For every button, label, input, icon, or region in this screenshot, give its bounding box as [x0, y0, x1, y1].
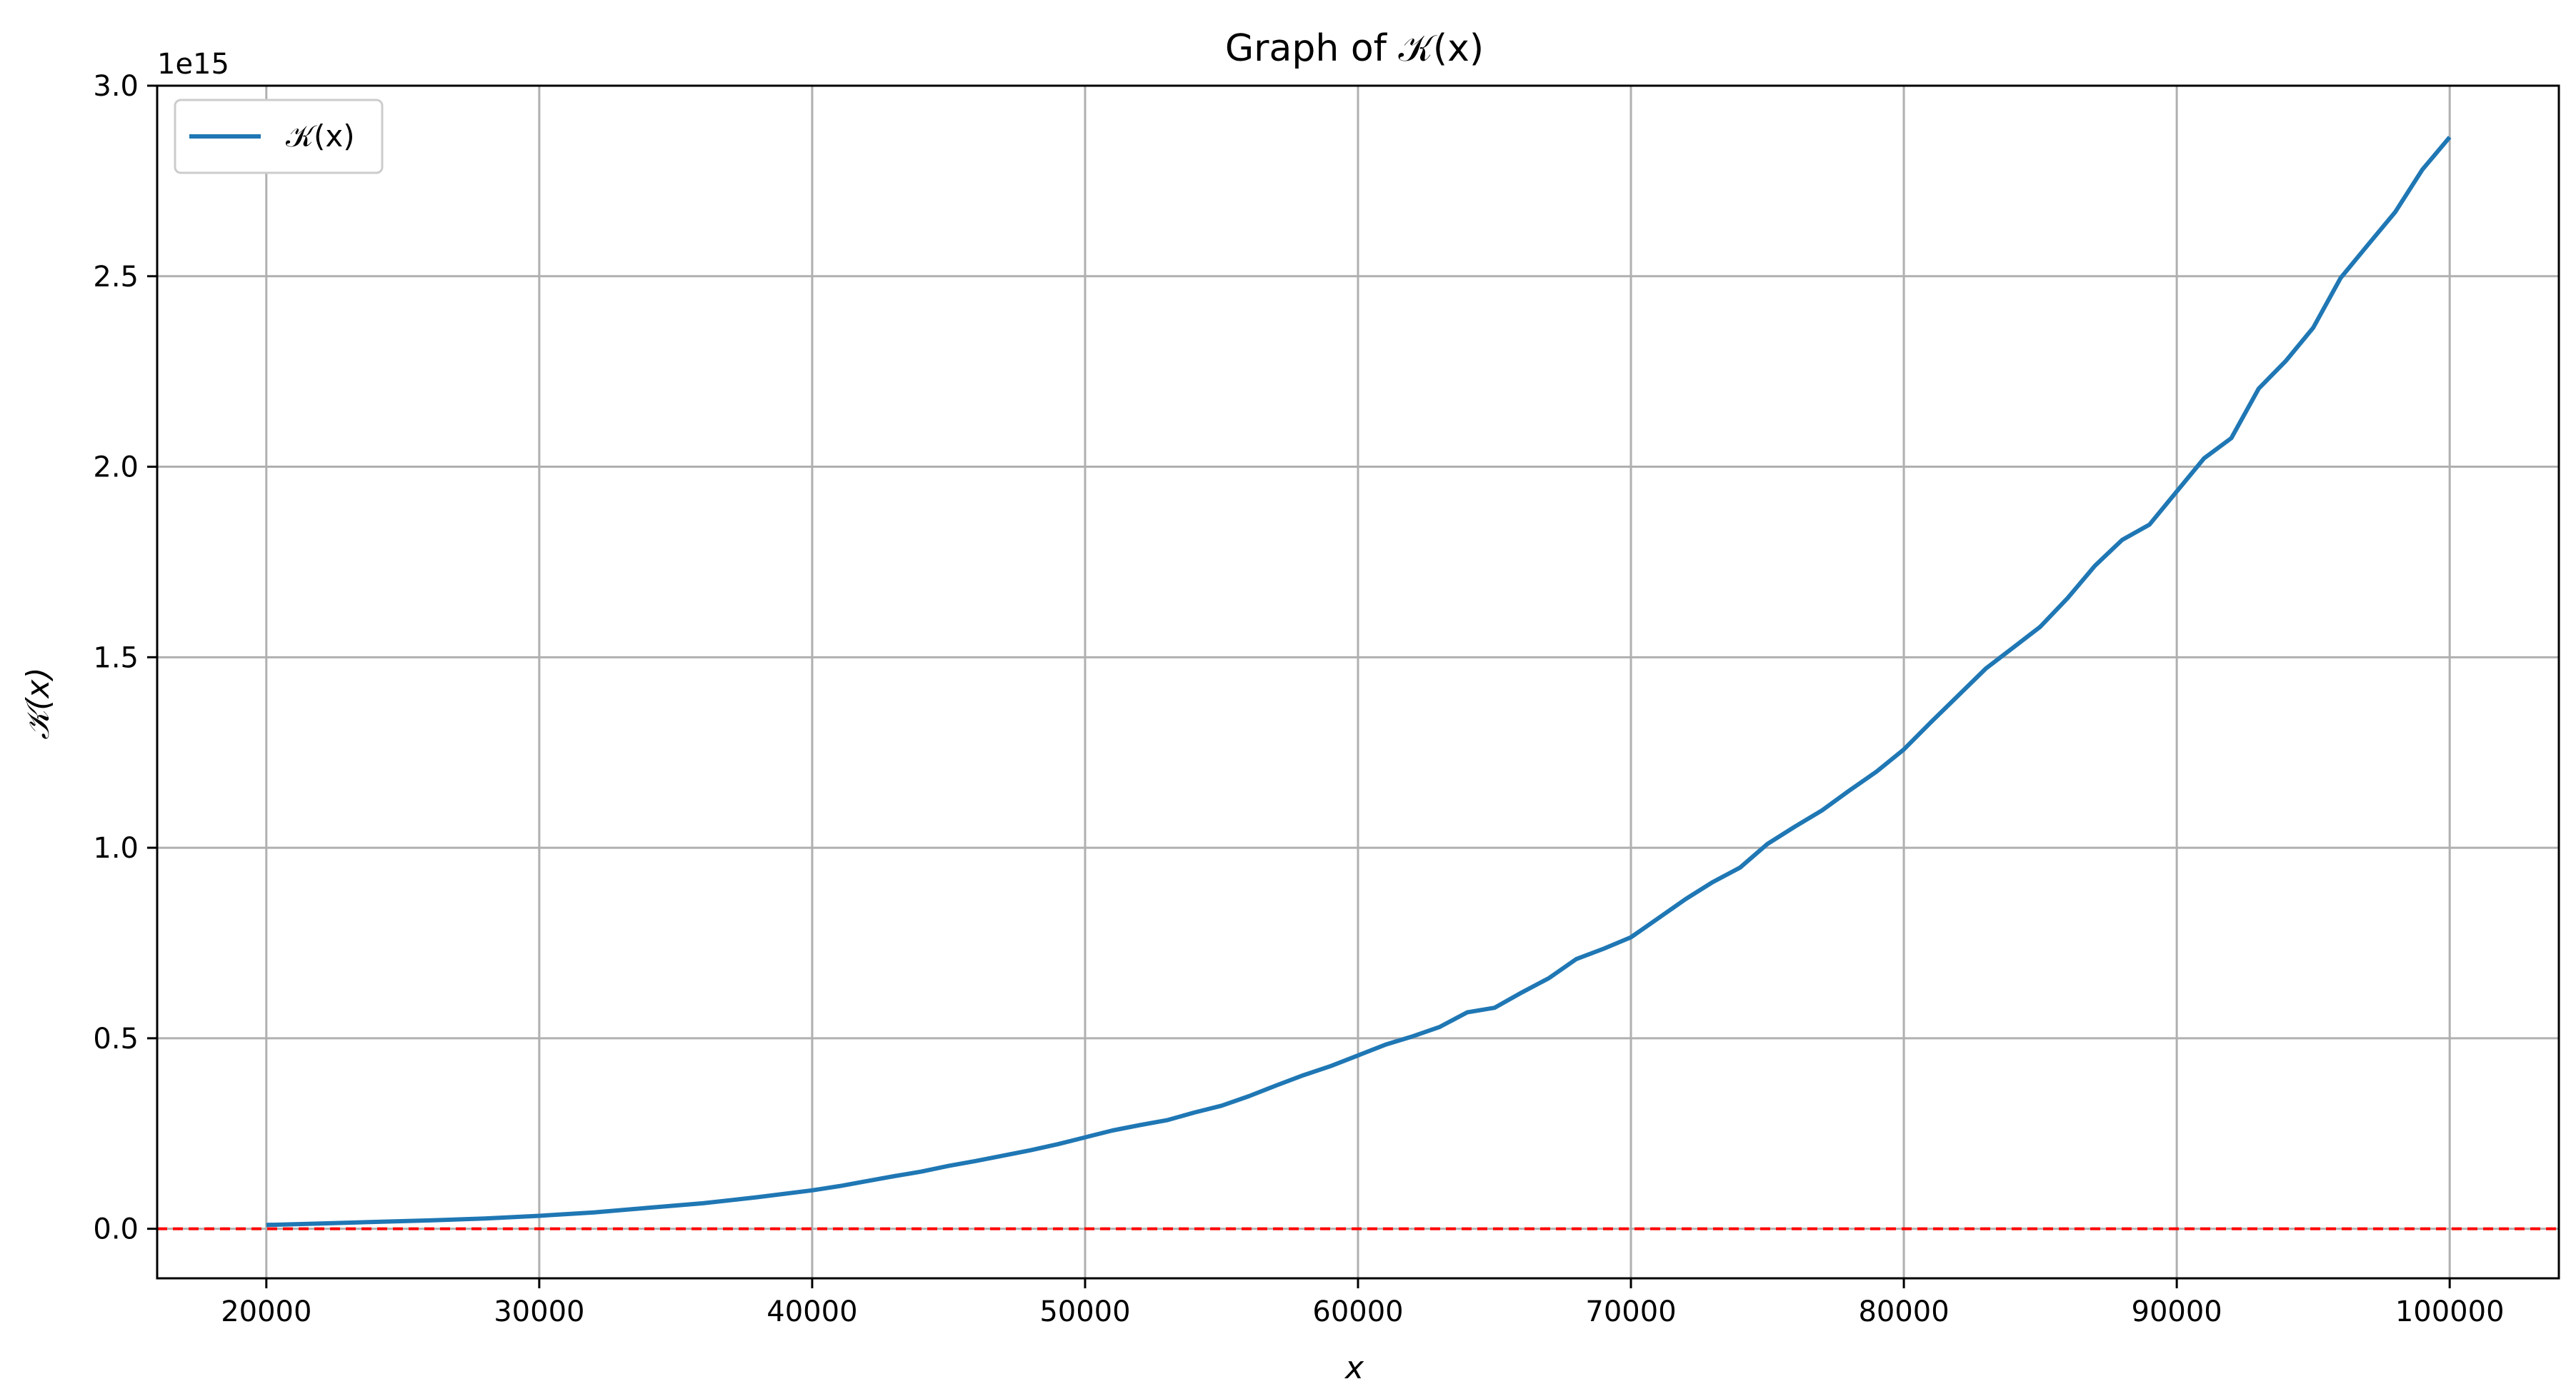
x-tick-label: 100000 — [2395, 1295, 2505, 1328]
x-tick-label: 80000 — [1858, 1295, 1949, 1328]
x-tick-label: 40000 — [767, 1295, 857, 1328]
x-axis-label: x — [1344, 1350, 1364, 1386]
y-tick-label: 0.0 — [93, 1213, 139, 1246]
chart-title: Graph of 𝒦(x) — [1225, 27, 1484, 70]
y-axis-ticks: 0.0 0.5 1.0 1.5 2.0 2.5 3.0 — [93, 70, 157, 1246]
x-tick-label: 90000 — [2132, 1295, 2222, 1328]
legend: 𝒦(x) — [174, 99, 384, 174]
x-tick-label: 70000 — [1585, 1295, 1676, 1328]
x-tick-label: 60000 — [1312, 1295, 1403, 1328]
x-axis-ticks: 20000 30000 40000 50000 60000 70000 80000 90000… — [221, 1278, 2505, 1328]
x-tick-label: 20000 — [221, 1295, 311, 1328]
y-offset-label: 1e15 — [157, 48, 229, 81]
series-line — [266, 136, 2452, 1228]
y-tick-label: 2.0 — [93, 451, 139, 484]
legend-box — [174, 99, 384, 174]
x-tick-label: 50000 — [1039, 1295, 1130, 1328]
x-tick-label: 30000 — [494, 1295, 584, 1328]
y-axis-label: 𝒦(x) — [20, 667, 56, 739]
y-tick-label: 3.0 — [93, 70, 139, 103]
legend-label: 𝒦(x) — [286, 119, 355, 154]
y-tick-label: 1.0 — [93, 832, 139, 865]
y-tick-label: 1.5 — [93, 641, 139, 674]
y-tick-label: 2.5 — [93, 261, 139, 294]
y-tick-label: 0.5 — [93, 1023, 139, 1055]
